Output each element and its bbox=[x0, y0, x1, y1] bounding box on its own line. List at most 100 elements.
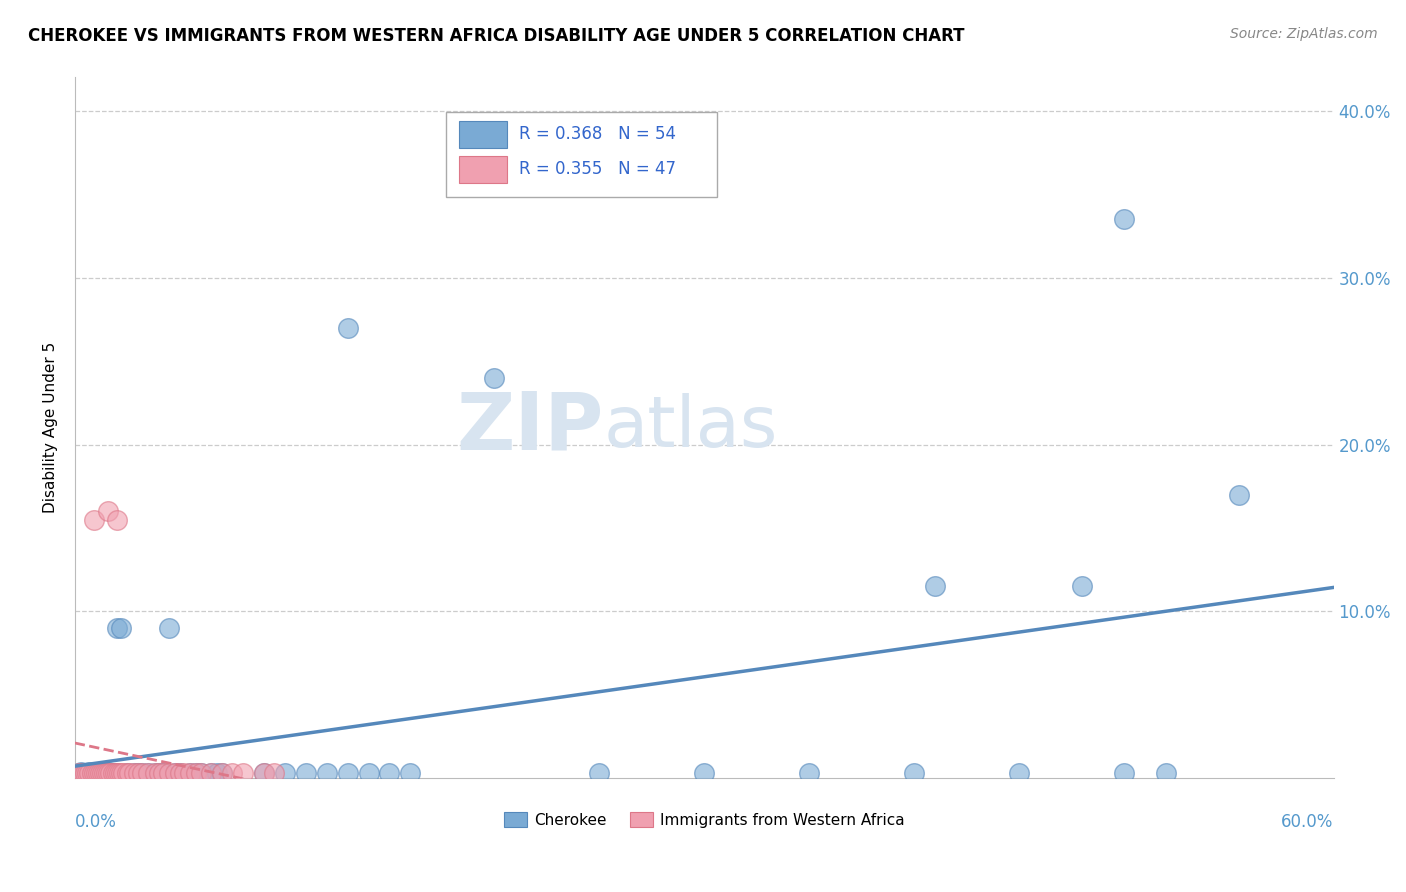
Point bbox=[105, 513, 128, 527]
Point bbox=[70, 764, 93, 779]
Point bbox=[1008, 766, 1031, 780]
Point bbox=[165, 766, 187, 780]
Point bbox=[378, 766, 401, 780]
Point bbox=[76, 766, 98, 780]
Point bbox=[104, 766, 127, 780]
Point bbox=[294, 766, 316, 780]
Point bbox=[105, 766, 128, 780]
Point bbox=[84, 766, 107, 780]
Point bbox=[315, 766, 337, 780]
Point bbox=[1112, 766, 1135, 780]
Point bbox=[72, 766, 94, 780]
Point bbox=[152, 766, 174, 780]
Point bbox=[200, 766, 222, 780]
Point bbox=[136, 766, 159, 780]
Point bbox=[83, 513, 105, 527]
Point bbox=[157, 621, 180, 635]
Text: 0.0%: 0.0% bbox=[75, 814, 117, 831]
Point bbox=[1154, 766, 1177, 780]
Point bbox=[588, 766, 610, 780]
Point bbox=[169, 766, 191, 780]
Point bbox=[80, 766, 103, 780]
Point bbox=[148, 766, 170, 780]
Point bbox=[173, 766, 195, 780]
FancyBboxPatch shape bbox=[458, 156, 506, 183]
Point bbox=[207, 766, 229, 780]
Point bbox=[115, 766, 138, 780]
Point bbox=[110, 621, 132, 635]
Point bbox=[75, 766, 97, 780]
Point bbox=[211, 766, 233, 780]
Point bbox=[91, 766, 114, 780]
Point bbox=[157, 766, 180, 780]
Point bbox=[903, 766, 925, 780]
Point bbox=[143, 766, 166, 780]
Point bbox=[179, 766, 201, 780]
FancyBboxPatch shape bbox=[446, 112, 717, 196]
Point bbox=[190, 766, 212, 780]
Point bbox=[97, 766, 120, 780]
Point bbox=[93, 766, 115, 780]
Point bbox=[136, 766, 159, 780]
Point bbox=[1070, 579, 1092, 593]
Point bbox=[97, 764, 120, 779]
Point bbox=[87, 764, 110, 779]
Point bbox=[83, 766, 105, 780]
Point bbox=[252, 766, 274, 780]
Point bbox=[797, 766, 820, 780]
Point bbox=[152, 766, 174, 780]
Y-axis label: Disability Age Under 5: Disability Age Under 5 bbox=[44, 343, 58, 514]
Point bbox=[1227, 487, 1250, 501]
Point bbox=[96, 766, 118, 780]
Point bbox=[252, 766, 274, 780]
Point bbox=[67, 766, 90, 780]
Point bbox=[97, 504, 120, 518]
Point bbox=[924, 579, 946, 593]
Point bbox=[79, 766, 101, 780]
Point bbox=[76, 766, 98, 780]
Point bbox=[357, 766, 380, 780]
Point bbox=[101, 766, 124, 780]
Point bbox=[84, 766, 107, 780]
Point bbox=[143, 766, 166, 780]
Point bbox=[112, 766, 135, 780]
Point bbox=[336, 320, 359, 334]
Point bbox=[70, 766, 93, 780]
Text: R = 0.368   N = 54: R = 0.368 N = 54 bbox=[519, 125, 676, 144]
Point bbox=[83, 766, 105, 780]
Point bbox=[87, 766, 110, 780]
Point bbox=[89, 766, 111, 780]
Point bbox=[186, 766, 208, 780]
Point bbox=[273, 766, 295, 780]
Point bbox=[263, 766, 285, 780]
Text: CHEROKEE VS IMMIGRANTS FROM WESTERN AFRICA DISABILITY AGE UNDER 5 CORRELATION CH: CHEROKEE VS IMMIGRANTS FROM WESTERN AFRI… bbox=[28, 27, 965, 45]
Point bbox=[110, 766, 132, 780]
Point bbox=[221, 766, 243, 780]
Point bbox=[80, 766, 103, 780]
Point bbox=[165, 766, 187, 780]
Point bbox=[100, 766, 122, 780]
Point bbox=[115, 766, 138, 780]
Point bbox=[101, 766, 124, 780]
Point bbox=[190, 766, 212, 780]
Point bbox=[148, 766, 170, 780]
Point bbox=[108, 766, 131, 780]
Point bbox=[179, 766, 201, 780]
Point bbox=[399, 766, 422, 780]
Point bbox=[75, 766, 97, 780]
Point bbox=[127, 766, 149, 780]
Text: R = 0.355   N = 47: R = 0.355 N = 47 bbox=[519, 161, 676, 178]
Point bbox=[72, 766, 94, 780]
FancyBboxPatch shape bbox=[458, 121, 506, 147]
Point bbox=[122, 766, 145, 780]
Point bbox=[336, 766, 359, 780]
Legend: Cherokee, Immigrants from Western Africa: Cherokee, Immigrants from Western Africa bbox=[498, 805, 911, 834]
Point bbox=[91, 766, 114, 780]
Point bbox=[67, 766, 90, 780]
Text: Source: ZipAtlas.com: Source: ZipAtlas.com bbox=[1230, 27, 1378, 41]
Point bbox=[131, 766, 153, 780]
Point bbox=[484, 371, 506, 385]
Point bbox=[1112, 212, 1135, 227]
Point bbox=[127, 766, 149, 780]
Point bbox=[232, 766, 254, 780]
